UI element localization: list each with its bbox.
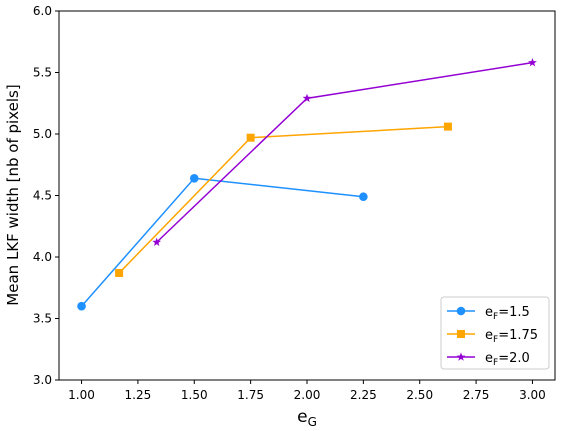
data-point	[189, 173, 199, 183]
x-tick-label: 1.75	[237, 388, 264, 402]
legend-box	[440, 296, 550, 370]
plot-area: 1.00 1.25 1.50 1.75 2.00 2.25 2.50 2.75 3.00 3.0 3…	[33, 4, 556, 402]
y-tick-label: 5.0	[33, 127, 52, 141]
x-tick-label: 2.00	[294, 388, 321, 402]
data-point	[443, 122, 452, 131]
data-point	[115, 268, 124, 277]
data-point	[359, 192, 368, 202]
y-tick-label: 3.0	[33, 373, 52, 387]
x-tick-label: 2.25	[350, 388, 377, 402]
y-tick-label: 3.5	[33, 312, 52, 326]
x-tick-label: 2.50	[406, 388, 433, 402]
x-tick-label: 1.25	[125, 388, 152, 402]
legend-label: eF=2.0	[485, 351, 530, 368]
series-line-1	[80, 177, 364, 307]
series-line-2	[118, 125, 448, 274]
y-tick-label: 4.0	[33, 250, 52, 264]
x-tick-label: 1.50	[181, 388, 208, 402]
legend-entry: eF=2.0	[447, 351, 530, 368]
data-point	[302, 93, 312, 103]
y-tick-label: 5.5	[33, 66, 52, 80]
x-tick-label: 2.75	[463, 388, 490, 402]
data-point	[528, 58, 537, 67]
legend-marker	[456, 352, 466, 361]
data-point	[246, 133, 255, 142]
x-tick-label: 1.00	[68, 388, 95, 402]
legend-marker	[456, 306, 466, 316]
y-axis-label: Mean LKF width [nb of pixels]	[4, 84, 22, 305]
legend-label: eF=1.5	[485, 305, 530, 322]
y-tick-label: 4.5	[33, 189, 52, 203]
legend-entry: eF=1.5	[447, 305, 530, 322]
legend-entry: eF=1.75	[447, 328, 538, 345]
series-line-3	[156, 61, 533, 243]
x-tick-label: 3.00	[519, 388, 546, 402]
data-point	[152, 237, 162, 246]
y-tick-label: 6.0	[33, 4, 52, 18]
legend-marker	[457, 330, 465, 338]
legend: eF=1.5 eF=1.75 eF=2.0	[440, 296, 550, 370]
data-point	[77, 301, 86, 311]
legend-label: eF=1.75	[485, 328, 538, 345]
x-axis-label: eG	[297, 407, 317, 429]
